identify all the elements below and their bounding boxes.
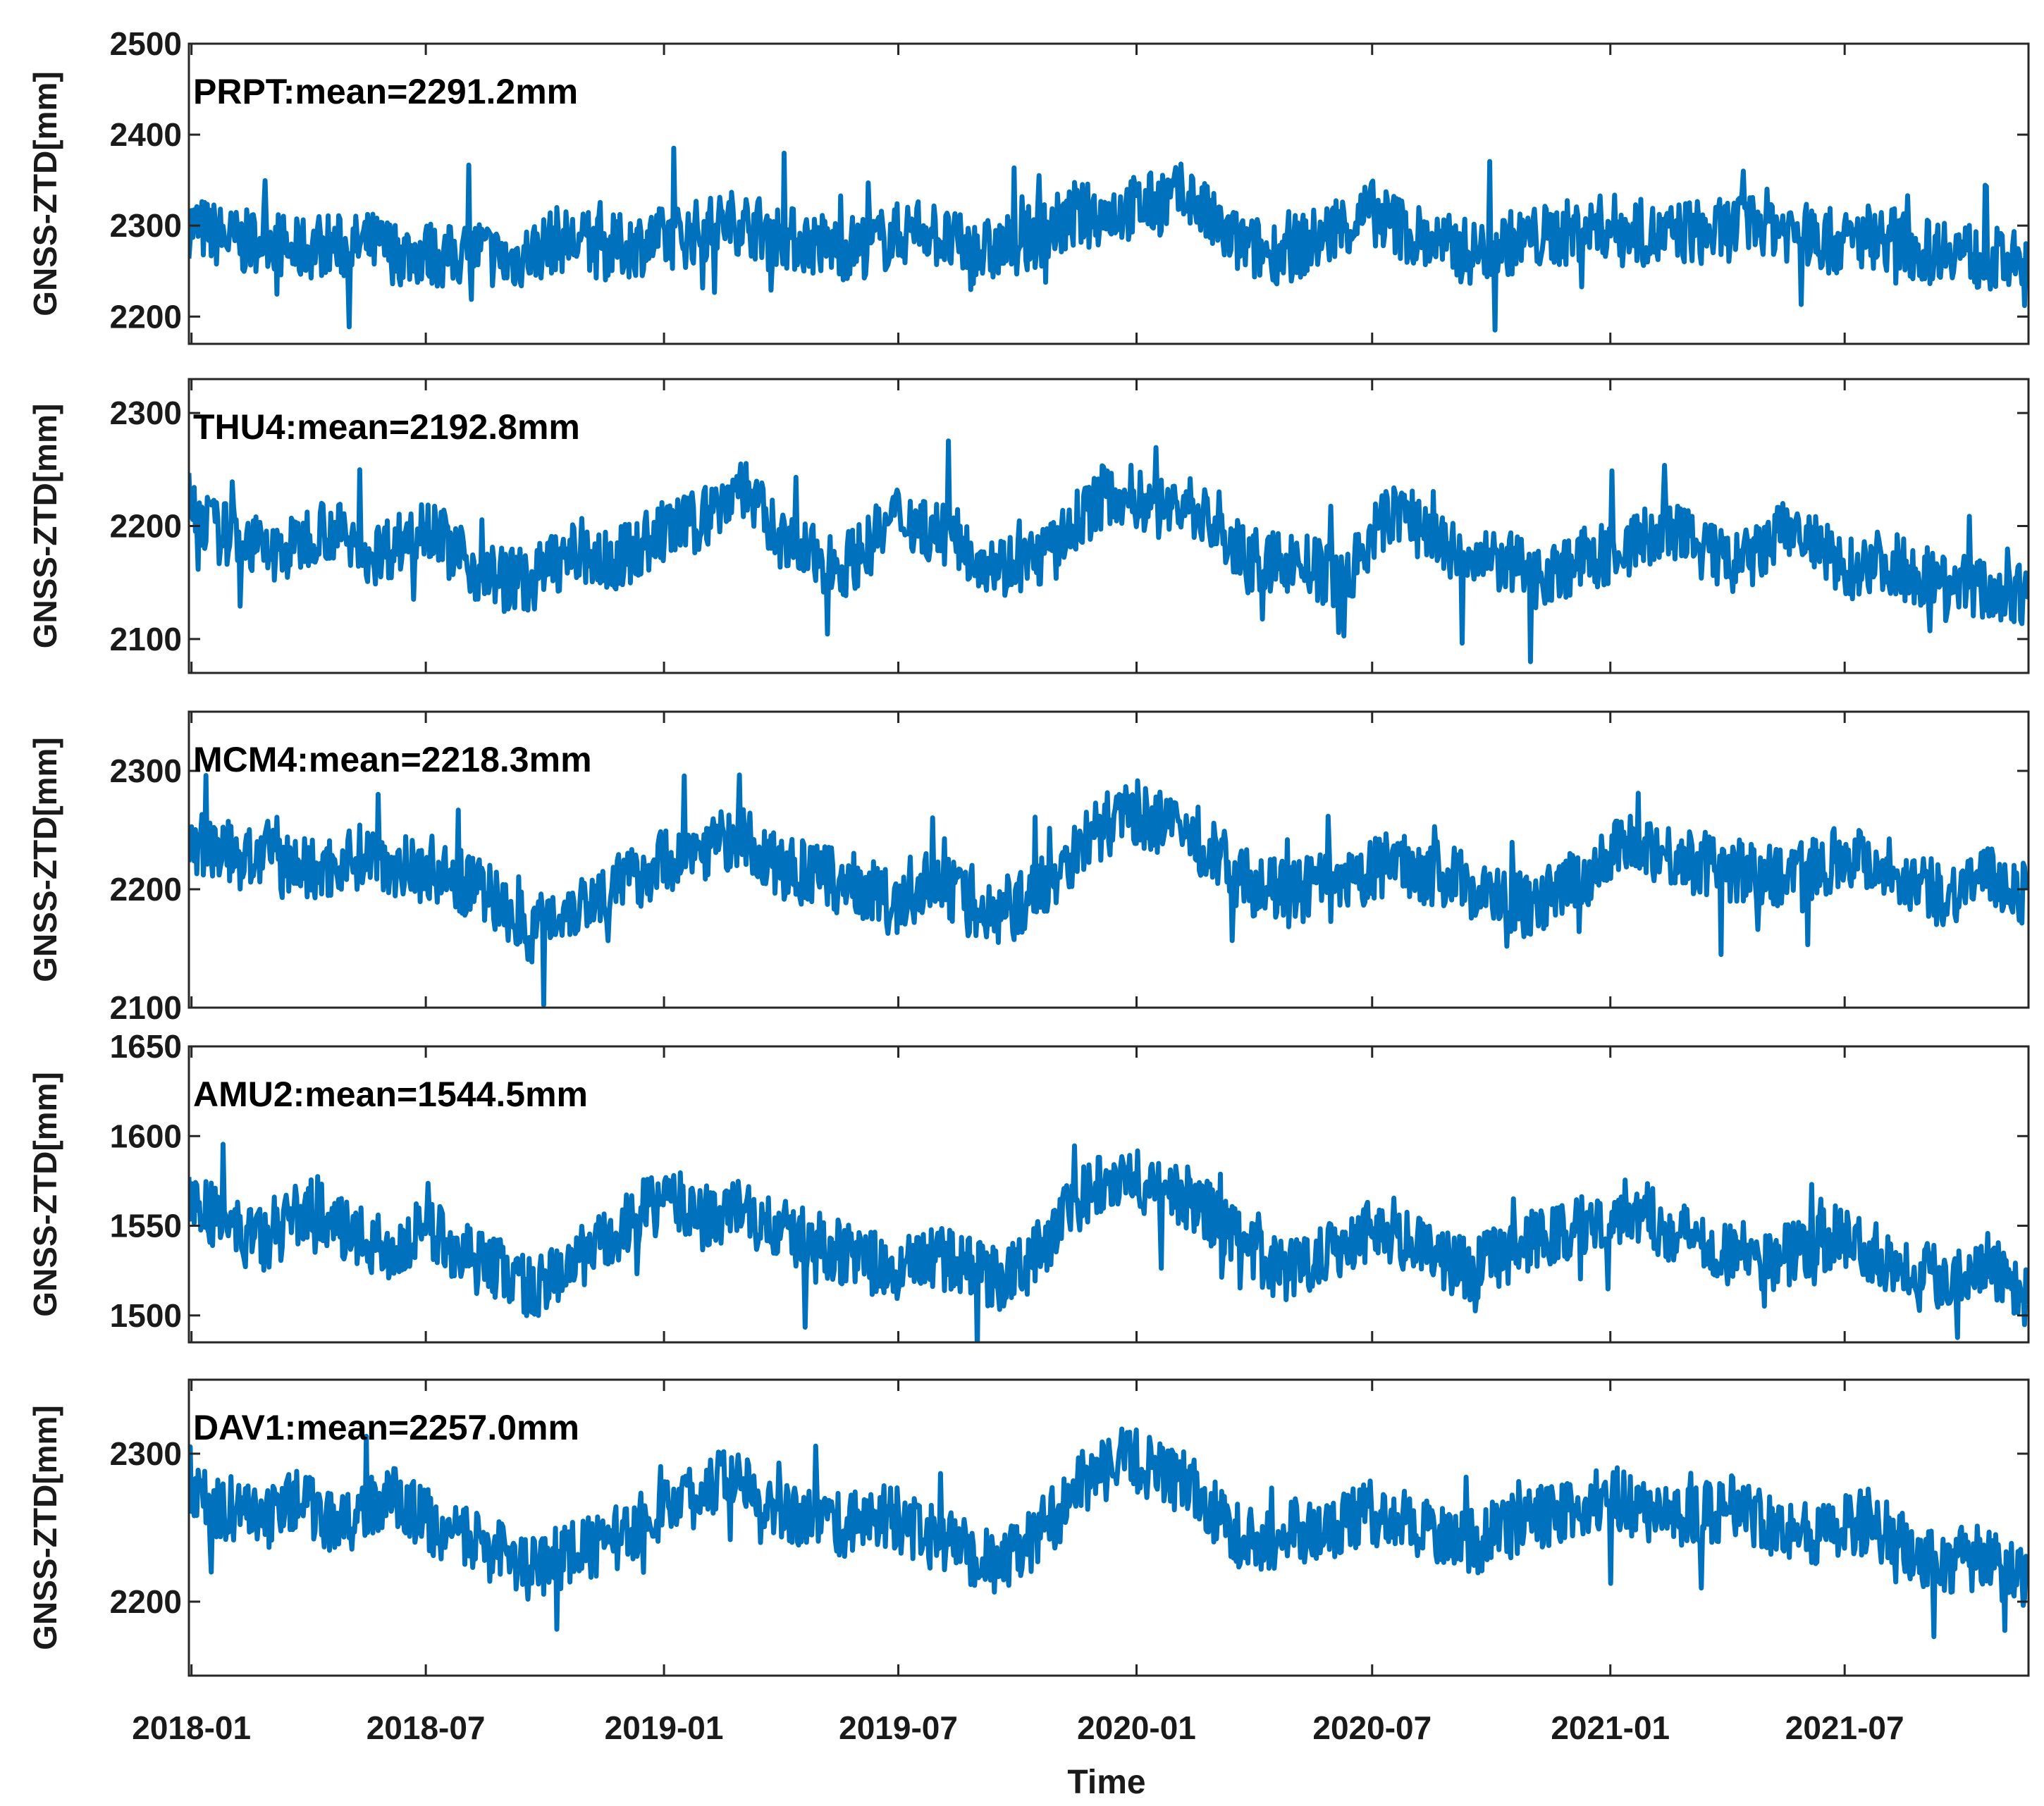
y-tick-label: 1600 — [110, 1118, 182, 1154]
y-tick-label: 2100 — [110, 989, 182, 1026]
axes-box — [187, 710, 2030, 1009]
y-axis-label: GNSS-ZTD[mm] — [27, 71, 63, 316]
series-line-2 — [189, 438, 2028, 664]
y-tick-label: 1650 — [110, 1028, 182, 1065]
y-tick-label: 2100 — [110, 621, 182, 657]
panel-5: 2200 2300 DAV1:mean=2257.0mm GNSS-ZTD[mm] — [27, 1378, 2030, 1677]
y-axis-label: GNSS-ZTD[mm] — [27, 1072, 63, 1317]
x-tick-label: 2020-07 — [1312, 1709, 1432, 1746]
y-tick-label: 2400 — [110, 116, 182, 153]
panel-1: 2200 2300 2400 2500 PRPT:mean=2291.2mm GNSS-Z… — [27, 25, 2030, 345]
y-axis-label: GNSS-ZTD[mm] — [27, 404, 63, 649]
x-tick-label: 2020-01 — [1077, 1709, 1196, 1746]
x-tick-label: 2021-07 — [1785, 1709, 1904, 1746]
x-tick-label: 2019-07 — [839, 1709, 958, 1746]
y-axis-label: GNSS-ZTD[mm] — [27, 737, 63, 982]
panel-title: THU4:mean=2192.8mm — [193, 407, 580, 447]
panel-3: 2100 2200 2300 MCM4:mean=2218.3mm GNSS-ZTD[m… — [27, 710, 2030, 1026]
x-tick-label: 2021-01 — [1551, 1709, 1670, 1746]
y-tick-label: 2300 — [110, 753, 182, 789]
series-line-5 — [189, 1426, 2028, 1640]
y-tick-label: 1500 — [110, 1297, 182, 1334]
x-axis-label: Time — [1067, 1764, 1145, 1801]
series-line-1 — [189, 145, 2028, 333]
x-tick-label: 2018-01 — [132, 1709, 251, 1746]
x-tick-label: 2019-01 — [605, 1709, 724, 1746]
y-tick-label: 2200 — [110, 298, 182, 335]
panel-title: DAV1:mean=2257.0mm — [193, 1408, 579, 1447]
y-tick-label: 2300 — [110, 1435, 182, 1472]
series-line-3 — [189, 772, 2028, 1008]
y-tick-label: 2200 — [110, 1583, 182, 1620]
panel-title: MCM4:mean=2218.3mm — [193, 740, 592, 779]
axes-box — [187, 42, 2030, 345]
x-tick-label: 2018-07 — [367, 1709, 486, 1746]
panel-title: AMU2:mean=1544.5mm — [193, 1075, 588, 1114]
panel-title: PRPT:mean=2291.2mm — [193, 72, 578, 111]
y-tick-label: 2200 — [110, 871, 182, 908]
axes-box — [187, 1378, 2030, 1677]
axes-box — [187, 1045, 2030, 1344]
series-line-4 — [189, 1142, 2028, 1342]
y-axis-label: GNSS-ZTD[mm] — [27, 1405, 63, 1650]
y-tick-label: 1550 — [110, 1208, 182, 1244]
y-tick-label: 2300 — [110, 207, 182, 244]
y-tick-label: 2500 — [110, 25, 182, 62]
y-tick-label: 2200 — [110, 508, 182, 545]
y-tick-label: 2300 — [110, 395, 182, 431]
panel-4: 1500 1550 1600 1650 AMU2:mean=1544.5mm GNSS-Z… — [27, 1028, 2030, 1344]
panel-2: 2100 2200 2300 THU4:mean=2192.8mm GNSS-ZTD[m… — [27, 378, 2030, 674]
